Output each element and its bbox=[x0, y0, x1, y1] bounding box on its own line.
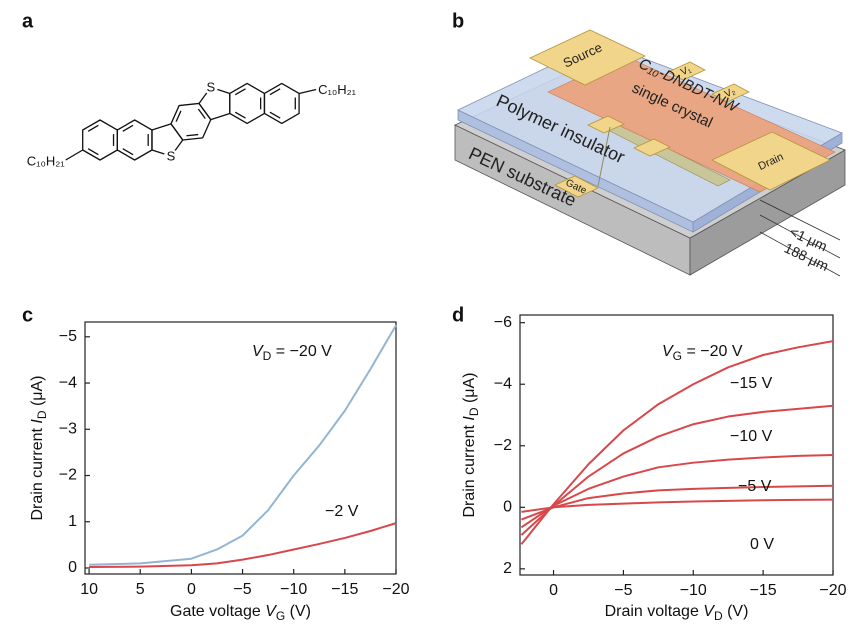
double-bond bbox=[176, 111, 181, 122]
y-tick-label: −6 bbox=[494, 314, 512, 331]
x-axis-label-part: G bbox=[276, 609, 285, 623]
y-tick-label: −3 bbox=[59, 420, 77, 437]
bond bbox=[66, 150, 83, 160]
curve bbox=[89, 523, 396, 567]
bond bbox=[299, 89, 316, 93]
annotation-part: = −20 V bbox=[682, 343, 743, 360]
annotation-part: = −20 V bbox=[271, 343, 332, 360]
annotation-part: D bbox=[263, 349, 272, 363]
curve bbox=[521, 500, 833, 512]
y-tick-label: −4 bbox=[59, 374, 77, 391]
x-tick-label: 0 bbox=[187, 581, 196, 598]
y-tick-label: 0 bbox=[503, 499, 512, 516]
y-tick-label: −5 bbox=[59, 328, 77, 345]
sulfur-atom: S bbox=[206, 80, 215, 95]
figure: a b c d C₁₀H₂₁ C₁₀H₂₁ S S Source V₁ V₂ C… bbox=[0, 0, 853, 631]
x-axis-label: Drain voltage VD (V) bbox=[605, 603, 749, 623]
annotation: −15 V bbox=[730, 375, 773, 392]
y-axis-label-part: D bbox=[467, 407, 481, 416]
y-tick-label: −4 bbox=[494, 375, 512, 392]
page: a b c d C₁₀H₂₁ C₁₀H₂₁ S S Source V₁ V₂ C… bbox=[0, 0, 853, 631]
curve bbox=[521, 341, 833, 544]
x-tick-label: −5 bbox=[614, 582, 632, 599]
curve bbox=[521, 406, 833, 535]
x-tick-label: 5 bbox=[136, 581, 145, 598]
y-tick-label: 0 bbox=[68, 559, 77, 576]
y-axis-label: Drain current ID (μA) bbox=[461, 372, 481, 517]
x-tick-label: 10 bbox=[80, 581, 98, 598]
x-tick-label: −15 bbox=[331, 581, 358, 598]
panel-label: c bbox=[22, 304, 33, 326]
sulfur-atom: S bbox=[167, 149, 176, 164]
annotation: VD = −20 V bbox=[252, 343, 332, 363]
ring bbox=[264, 83, 299, 123]
y-axis-label-part: Drain current bbox=[29, 424, 46, 521]
y-axis-label: Drain current ID (μA) bbox=[29, 375, 49, 520]
y-axis-label-part: Drain current bbox=[461, 421, 478, 518]
ring bbox=[83, 120, 118, 160]
y-axis-label-part: (μA) bbox=[29, 375, 46, 410]
annotation-part: G bbox=[673, 349, 682, 363]
double-bond bbox=[186, 135, 198, 136]
x-tick-label: 0 bbox=[549, 582, 558, 599]
annotation: 0 V bbox=[750, 536, 774, 553]
device-schematic: Source V₁ V₂ C₁₀-DNBDT-NW single crystal… bbox=[455, 30, 845, 276]
y-tick-label: 1 bbox=[68, 513, 77, 530]
ring bbox=[117, 120, 152, 160]
substituent: C₁₀H₂₁ bbox=[27, 153, 66, 168]
x-tick-label: −10 bbox=[280, 581, 307, 598]
annotation: −10 V bbox=[730, 428, 773, 445]
x-axis-label-part: (V) bbox=[285, 603, 311, 620]
x-tick-label: −20 bbox=[819, 582, 846, 599]
annotation-part: 0 V bbox=[750, 536, 774, 553]
y-tick-label: −2 bbox=[59, 467, 77, 484]
annotation: −2 V bbox=[325, 503, 359, 520]
panel-label: d bbox=[452, 304, 464, 326]
substituent: C₁₀H₂₁ bbox=[318, 82, 357, 97]
ring bbox=[230, 83, 265, 123]
x-tick-label: −10 bbox=[680, 582, 707, 599]
x-axis-label-part: (V) bbox=[723, 603, 749, 620]
x-axis-label-part: D bbox=[714, 609, 723, 623]
x-axis-label: Gate voltage VG (V) bbox=[170, 603, 311, 623]
panel-label: a bbox=[22, 10, 34, 32]
x-tick-label: −20 bbox=[382, 581, 409, 598]
annotation: VG = −20 V bbox=[662, 343, 743, 363]
panel-label: b bbox=[452, 10, 464, 32]
y-tick-label: 2 bbox=[503, 560, 512, 577]
molecule bbox=[66, 80, 316, 163]
curve bbox=[521, 455, 833, 527]
y-axis-label-part: (μA) bbox=[461, 372, 478, 407]
x-axis-label-part: Drain voltage bbox=[605, 603, 704, 620]
annotation: −5 V bbox=[738, 478, 772, 495]
ring bbox=[171, 103, 211, 140]
annotation-part: −10 V bbox=[730, 428, 773, 445]
y-tick-label: −2 bbox=[494, 437, 512, 454]
annotation-part: −2 V bbox=[325, 503, 359, 520]
y-axis-label-part: D bbox=[35, 410, 49, 419]
annotation-part: −5 V bbox=[738, 478, 772, 495]
x-axis-label-part: Gate voltage bbox=[170, 603, 265, 620]
annotation-part: −15 V bbox=[730, 375, 773, 392]
x-tick-label: −15 bbox=[750, 582, 777, 599]
curve bbox=[89, 325, 396, 565]
x-tick-label: −5 bbox=[233, 581, 251, 598]
